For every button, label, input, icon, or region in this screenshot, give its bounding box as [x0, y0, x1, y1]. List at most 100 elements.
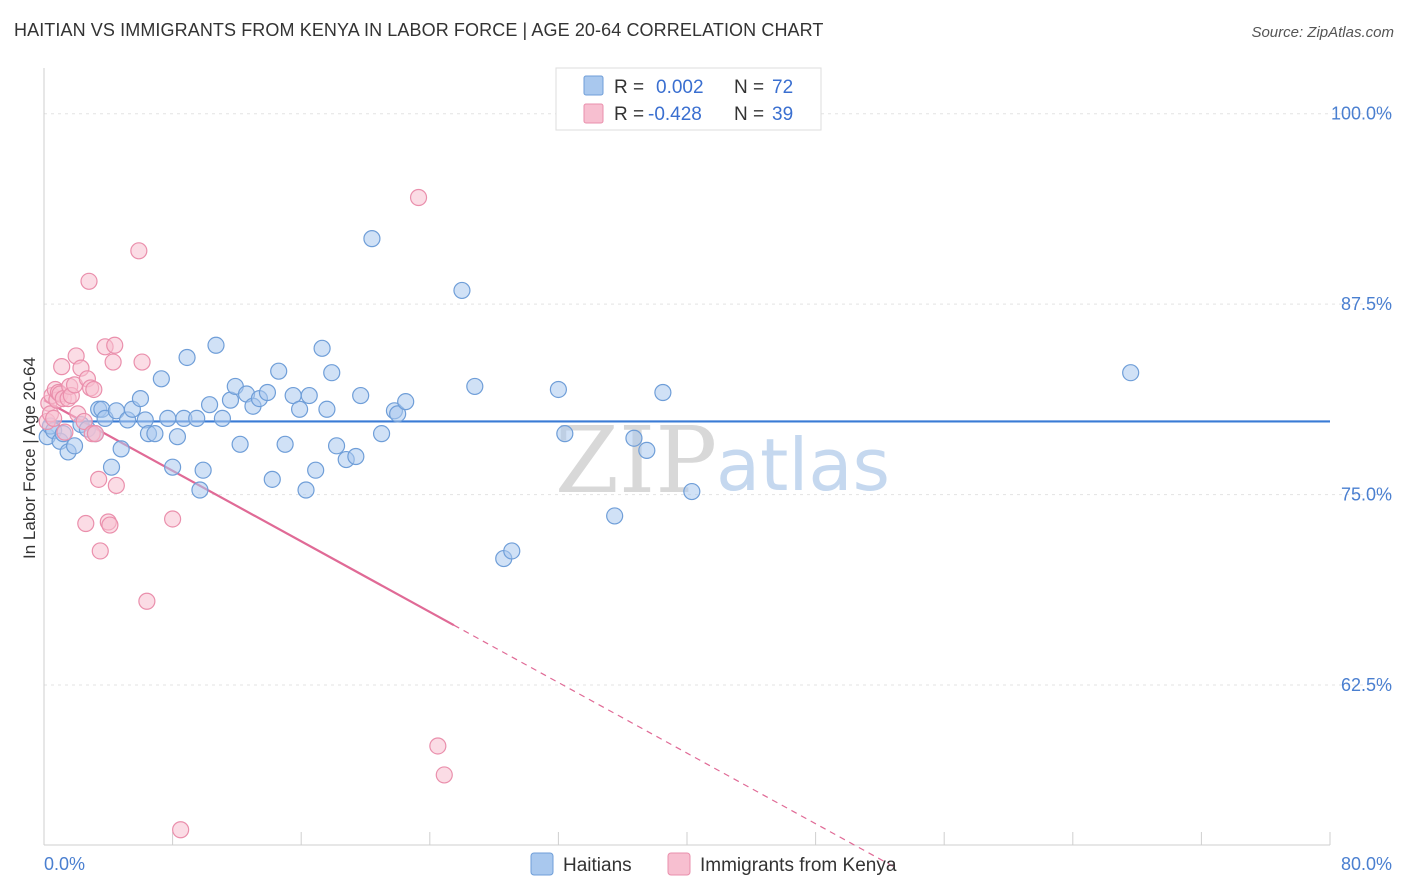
kenya-point — [90, 470, 108, 488]
legend-swatch-kenya — [583, 103, 604, 124]
trend-lines — [43, 399, 1330, 869]
haitian-point — [178, 348, 196, 367]
series-legend-label-haitians: Haitians — [563, 855, 632, 876]
legend-r-label-haitians: R = — [614, 77, 644, 98]
kenya-point — [133, 353, 151, 371]
haitian-point — [258, 383, 277, 402]
series-legend-swatch-kenya — [667, 852, 691, 876]
haitian-point — [654, 383, 672, 402]
legend-n-label-kenya: N = — [734, 104, 764, 125]
y-tick-label: 62.5% — [1341, 675, 1392, 695]
haitian-point — [466, 377, 484, 396]
haitian-point — [231, 435, 249, 453]
y-tick-label: 100.0% — [1331, 104, 1392, 124]
haitian-point — [188, 409, 206, 428]
x-tick-label-max: 80.0% — [1341, 854, 1392, 874]
series-legend: Haitians Immigrants from Kenya — [530, 852, 897, 876]
haitian-point — [297, 481, 315, 499]
kenya-point — [435, 766, 453, 784]
kenya-point — [53, 358, 71, 376]
haitian-point — [300, 386, 318, 405]
haitian-point — [263, 470, 281, 488]
legend-swatch-haitians — [583, 75, 604, 96]
series-legend-label-kenya: Immigrants from Kenya — [700, 855, 897, 876]
haitian-point — [164, 458, 182, 476]
haitian-point — [638, 441, 656, 460]
legend-n-value-kenya: 39 — [772, 104, 793, 125]
kenya-point — [138, 592, 156, 610]
kenya-point — [101, 516, 119, 534]
legend-r-label-kenya: R = — [614, 104, 644, 125]
trend-line-kenya-extrapolated — [453, 624, 897, 869]
kenya-point — [45, 409, 63, 428]
kenya-point — [164, 510, 182, 528]
haitian-point — [363, 230, 381, 248]
stats-legend: R = 0.002 N = 72 R = -0.428 N = 39 — [555, 67, 822, 131]
source-credit: Source: ZipAtlas.com — [1251, 24, 1394, 41]
haitian-point — [200, 396, 219, 414]
haitian-point — [556, 425, 574, 443]
haitian-point — [191, 481, 209, 499]
kenya-point — [56, 423, 74, 441]
y-tick-label: 87.5% — [1341, 294, 1392, 314]
haitian-point — [102, 458, 121, 476]
haitian-point — [307, 461, 325, 479]
haitian-point — [159, 409, 177, 428]
haitian-point — [131, 390, 150, 408]
haitian-point — [503, 542, 521, 560]
haitian-point — [276, 435, 294, 453]
legend-n-value-haitians: 72 — [772, 77, 793, 98]
haitian-point — [549, 380, 568, 399]
haitian-point — [323, 364, 341, 382]
x-tick-label-min: 0.0% — [44, 854, 85, 874]
haitian-point — [313, 339, 331, 357]
kenya-point — [107, 476, 125, 495]
haitian-point — [168, 428, 187, 446]
haitian-point — [146, 425, 164, 443]
haitian-point — [606, 507, 624, 525]
haitian-point — [207, 336, 225, 354]
haitian-point — [352, 386, 370, 405]
legend-r-value-haitians: 0.002 — [656, 77, 704, 98]
kenya-point — [80, 272, 98, 290]
haitian-point — [625, 429, 643, 447]
kenya-point — [130, 242, 148, 260]
x-axis-ticks — [43, 832, 1331, 845]
haitian-point — [213, 409, 232, 428]
kenya-point — [86, 425, 105, 443]
trend-line-kenya — [43, 399, 455, 627]
scatter-points — [38, 188, 1140, 839]
y-axis-tick-labels: 100.0% 87.5% 75.0% 62.5% — [1331, 104, 1392, 695]
kenya-point — [409, 188, 428, 207]
kenya-point — [75, 412, 93, 431]
kenya-point — [172, 821, 190, 839]
haitian-point — [318, 400, 336, 418]
haitian-point — [347, 447, 365, 466]
kenya-point — [85, 380, 103, 399]
y-axis-title: In Labor Force | Age 20-64 — [20, 357, 39, 559]
kenya-point — [106, 336, 124, 354]
haitian-point — [270, 362, 288, 380]
legend-r-value-kenya: -0.428 — [648, 104, 702, 125]
haitian-point — [152, 370, 170, 388]
haitian-point — [389, 405, 407, 423]
haitian-point — [1122, 364, 1140, 382]
chart-title: HAITIAN VS IMMIGRANTS FROM KENYA IN LABO… — [14, 20, 824, 40]
kenya-point — [104, 353, 122, 371]
watermark-atlas: atlas — [716, 423, 890, 507]
series-legend-swatch-haitians — [530, 852, 554, 876]
legend-n-label-haitians: N = — [734, 77, 764, 98]
haitian-point — [194, 461, 212, 479]
haitian-point — [453, 281, 471, 300]
kenya-point — [429, 737, 447, 755]
haitian-point — [372, 425, 391, 443]
haitian-point — [327, 437, 346, 455]
haitian-point — [683, 482, 701, 501]
haitian-point — [112, 440, 130, 458]
haitian-point — [397, 393, 415, 411]
kenya-point — [91, 542, 109, 560]
y-tick-label: 75.0% — [1341, 485, 1392, 505]
kenya-point — [77, 514, 95, 533]
haitian-point — [65, 437, 84, 455]
